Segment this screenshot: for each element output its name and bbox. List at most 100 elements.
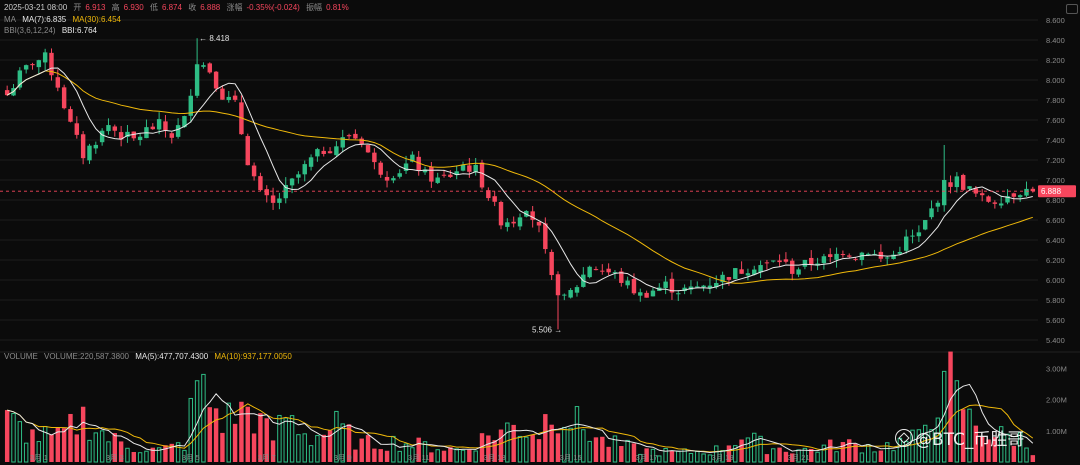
- candle-body: [910, 235, 915, 237]
- volume-bar: [758, 435, 763, 463]
- candle: [1011, 192, 1017, 204]
- candle-body: [232, 95, 238, 100]
- candle: [23, 64, 29, 74]
- candle-body: [853, 258, 858, 260]
- candle-body: [612, 272, 618, 274]
- candle-body: [967, 186, 972, 189]
- candle-body: [422, 169, 428, 173]
- candle: [220, 85, 225, 100]
- candle: [593, 266, 599, 271]
- candle-body: [156, 119, 162, 130]
- candle-body: [549, 251, 554, 276]
- candle: [707, 277, 713, 294]
- candle: [657, 283, 662, 292]
- candle-body: [4, 90, 10, 96]
- volume-bar: [213, 408, 219, 462]
- candle-body: [498, 201, 504, 226]
- candle: [239, 95, 244, 135]
- candle-body: [346, 135, 352, 137]
- candle: [112, 124, 118, 137]
- candle-body: [979, 193, 985, 196]
- candle: [270, 187, 276, 210]
- candle-body: [467, 165, 472, 172]
- candle-body: [283, 185, 288, 199]
- volume-bar: [650, 448, 656, 463]
- candle: [74, 116, 80, 139]
- candle: [479, 159, 485, 190]
- candle: [460, 161, 466, 172]
- candle: [758, 260, 763, 279]
- candle-body: [847, 255, 852, 257]
- volume-bar: [17, 421, 23, 463]
- candle-body: [372, 152, 377, 163]
- candle-body: [137, 136, 143, 141]
- volume-bar: [834, 451, 839, 463]
- chart-settings-button[interactable]: [1066, 4, 1078, 14]
- volume-bar: [492, 440, 497, 462]
- price-tick-label: 8.400: [1046, 36, 1065, 45]
- candle-body: [859, 252, 865, 260]
- volume-bar: [403, 443, 409, 463]
- volume-legend[interactable]: VOLUME VOLUME:220,587.3800 MA(5):477,707…: [4, 352, 296, 362]
- candle: [213, 71, 219, 92]
- volume-bar: [207, 407, 212, 462]
- volume-bar: [884, 442, 890, 463]
- low-value: 6.874: [161, 3, 182, 12]
- candle-body: [897, 252, 903, 254]
- candle-body: [30, 64, 35, 66]
- candle-body: [340, 137, 345, 148]
- volume-bar: [511, 424, 516, 462]
- volume-bar: [277, 414, 282, 463]
- bbi-legend[interactable]: BBI(3,6,12,24) BBI:6.764: [4, 26, 101, 36]
- volume-bar: [954, 380, 960, 463]
- volume-bar: [118, 441, 124, 462]
- candle-body: [441, 174, 447, 176]
- candle-body: [802, 259, 808, 267]
- candle-body: [118, 132, 124, 140]
- candle: [321, 146, 326, 157]
- volume-ma10-line: [7, 403, 1034, 453]
- candle-body: [410, 154, 415, 162]
- candle-body: [758, 265, 763, 273]
- candle-body: [929, 208, 934, 218]
- amplitude-value: 0.81%: [326, 3, 349, 12]
- candle: [384, 171, 390, 188]
- candle-body: [619, 271, 624, 283]
- candle-body: [74, 123, 80, 135]
- candle-body: [17, 70, 23, 88]
- volume-bar: [194, 380, 200, 463]
- candle-body: [112, 126, 118, 131]
- volume-bar: [922, 424, 928, 463]
- candle-body: [68, 109, 73, 122]
- candle: [340, 129, 345, 153]
- candle: [397, 169, 402, 179]
- low-annotation: 5.506 →: [532, 325, 562, 334]
- volume-bar: [87, 439, 92, 463]
- candle: [650, 288, 656, 297]
- volume-bar: [175, 442, 181, 463]
- volume-bar: [486, 435, 491, 462]
- candle: [4, 85, 10, 97]
- volume-bar: [372, 448, 377, 462]
- volume-bar: [30, 429, 35, 462]
- candle-body: [903, 236, 909, 251]
- candle-body: [1030, 188, 1036, 192]
- volume-bar: [239, 401, 244, 462]
- ma-legend[interactable]: MA MA(7):6.835 MA(30):6.454: [4, 15, 125, 25]
- candle: [752, 265, 757, 276]
- volume-bar: [739, 439, 744, 462]
- candle-body: [169, 133, 174, 138]
- volume-bar: [536, 439, 542, 462]
- candle-body: [574, 287, 580, 293]
- candle-body: [80, 134, 86, 159]
- candle-body: [505, 222, 510, 227]
- volume-bar: [93, 432, 99, 463]
- candle-body: [163, 121, 168, 131]
- candle-body: [998, 203, 1004, 206]
- candle: [695, 281, 700, 289]
- volume-bar: [992, 437, 998, 462]
- volume-bar: [258, 413, 263, 462]
- header-datetime: 2025-03-21 08:00: [4, 3, 68, 12]
- candle: [682, 284, 687, 295]
